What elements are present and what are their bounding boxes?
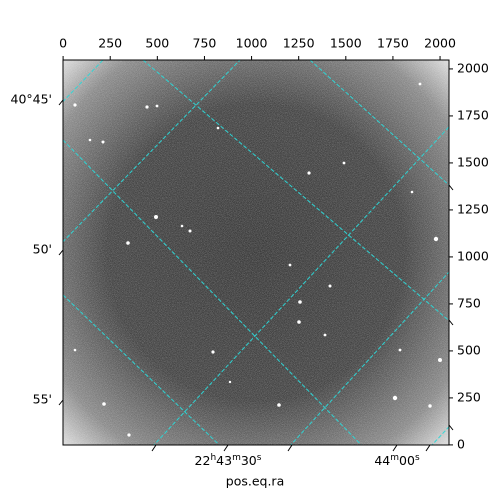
- x-tick-label: 1500: [330, 36, 362, 51]
- frame: [62, 59, 450, 446]
- y-tick-label: 750: [457, 295, 481, 310]
- x-tick-label: 250: [98, 36, 122, 51]
- stars: [73, 82, 442, 437]
- y-tick-label: 1000: [457, 248, 489, 263]
- y-tick-label: 500: [457, 342, 481, 357]
- x-tick-label: 1000: [236, 36, 268, 51]
- y-tick-label: 2000: [457, 60, 489, 75]
- x-tick-label: 500: [145, 36, 169, 51]
- x-tick-label: 1750: [377, 36, 409, 51]
- x-axis-label: pos.eq.ra: [226, 474, 284, 489]
- y-tick-label: 1250: [457, 201, 489, 216]
- world-ticks: [58, 99, 454, 452]
- y-tick-label: 0: [457, 436, 465, 451]
- y-tick-label: 250: [457, 389, 481, 404]
- y-tick-label: 1750: [457, 107, 489, 122]
- ra-tick-label: 22h43m30s: [195, 453, 262, 468]
- x-tick-label: 0: [59, 36, 67, 51]
- sky-image: [63, 60, 449, 445]
- x-tick-label: 2000: [424, 36, 456, 51]
- coordinate-grid: [63, 60, 449, 445]
- y-tick-label: 1500: [457, 154, 489, 169]
- dec-tick-label: 55': [33, 392, 52, 407]
- dec-tick-label: 40°45': [11, 92, 53, 107]
- x-tick-label: 1250: [283, 36, 315, 51]
- dec-tick-label: 50': [33, 242, 52, 257]
- x-tick-label: 750: [193, 36, 217, 51]
- ra-tick-label: 44m00s: [374, 453, 420, 468]
